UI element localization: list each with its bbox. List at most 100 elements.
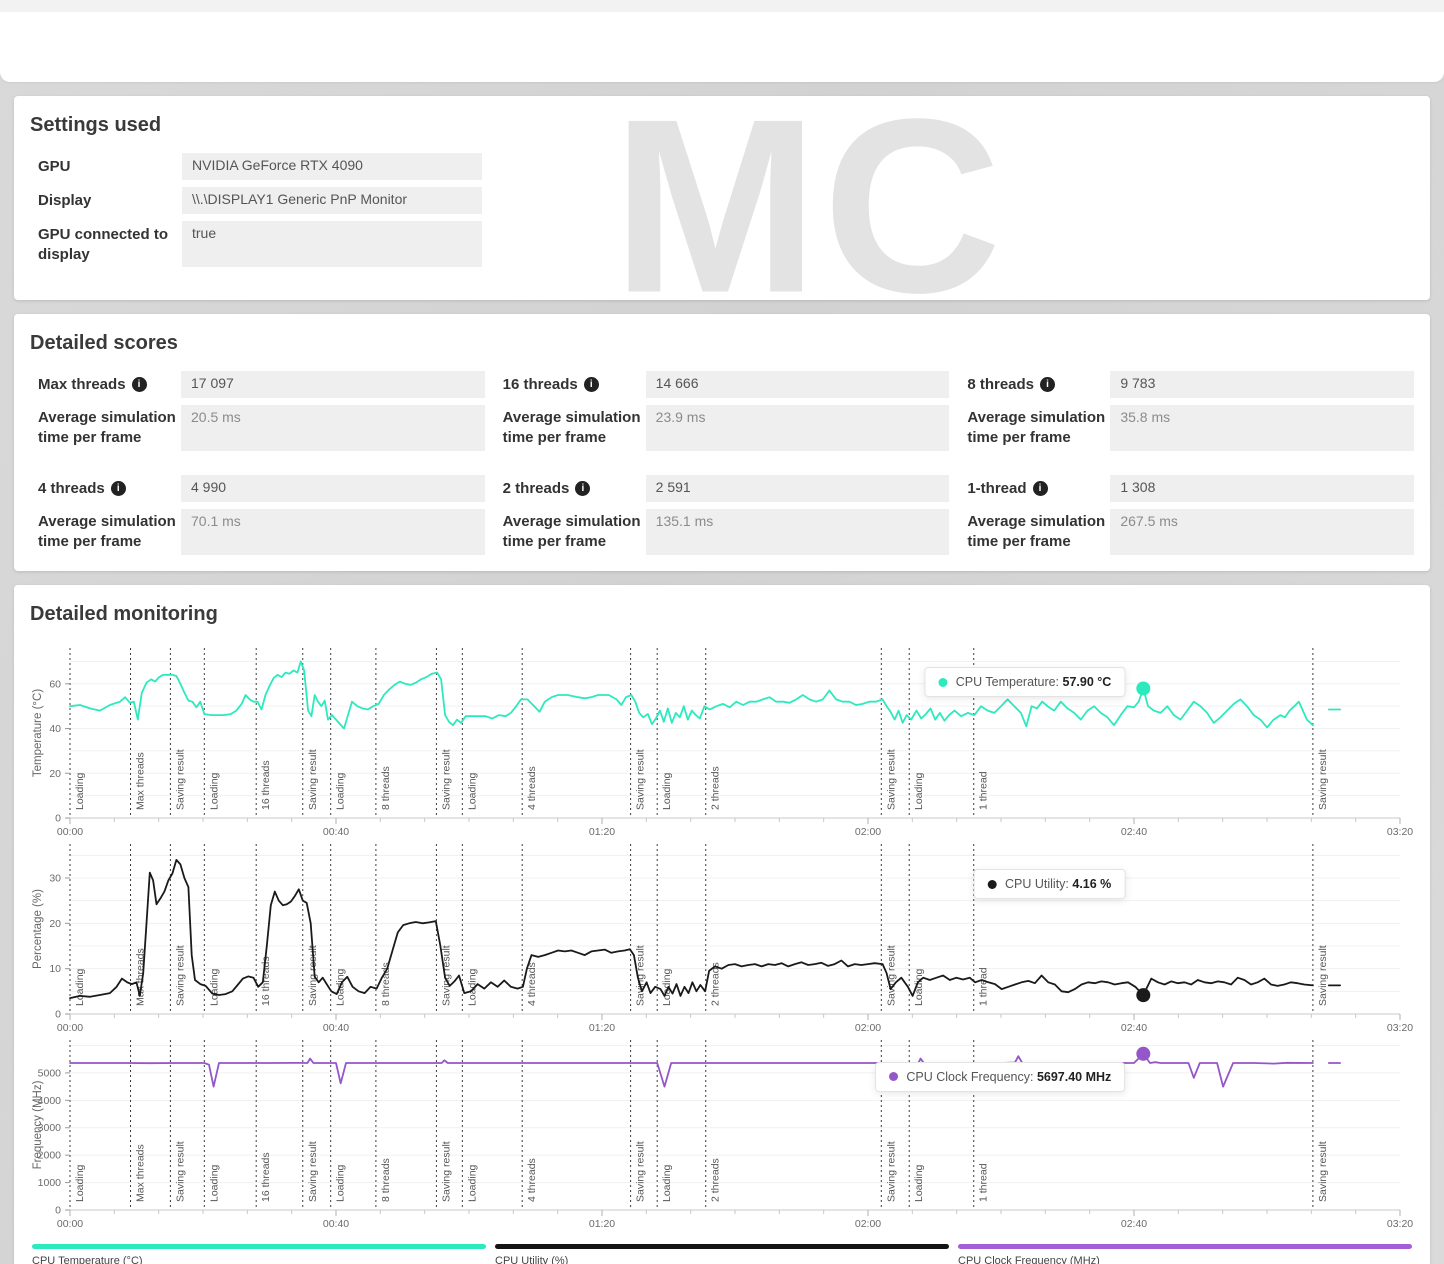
phase-label: 16 threads — [260, 760, 272, 810]
cpu-clock-frequency-plot[interactable]: Loading Max threads Saving result Loading 16… — [30, 1034, 1414, 1230]
score-group-8-threads: 8 threads 9 783 Average simulation time … — [967, 371, 1414, 451]
phase-label: Saving result — [307, 749, 319, 810]
y-tick-label: 0 — [55, 1009, 61, 1021]
phase-label: 2 threads — [710, 766, 722, 810]
phase-label: Saving result — [307, 945, 319, 1006]
hover-marker-dot — [1136, 1046, 1151, 1061]
hover-marker-dot — [1136, 681, 1151, 696]
phase-label: Saving result — [885, 749, 897, 810]
phase-label: Saving result — [440, 1141, 452, 1202]
phase-label: Loading — [913, 772, 925, 810]
phase-label: Loading — [74, 772, 86, 810]
phase-label: Loading — [335, 772, 347, 810]
y-tick-label: 3000 — [38, 1122, 62, 1134]
legend-item-cpu-utility: CPU Utility (%) — [495, 1244, 949, 1264]
cpu-utility-chart[interactable]: Loading Max threads Saving result Loading 16… — [30, 838, 1414, 1034]
score-label: 2 threads — [502, 480, 570, 497]
info-icon[interactable] — [1040, 377, 1056, 392]
gpu-value: NVIDIA GeForce RTX 4090 — [182, 153, 482, 180]
x-tick-label: 00:40 — [323, 1218, 349, 1230]
score-label: 1-thread — [967, 480, 1027, 497]
info-icon[interactable] — [583, 377, 599, 392]
chart-legend: CPU Temperature (°C) CPU Utility (%) CPU… — [30, 1244, 1414, 1264]
avg-time-value: 267.5 ms — [1110, 509, 1414, 555]
score-value: 4 990 — [181, 475, 485, 502]
phase-label: 4 threads — [526, 962, 538, 1006]
x-tick-label: 03:20 — [1387, 1218, 1413, 1230]
legend-item-cpu-clock-frequency: CPU Clock Frequency (MHz) — [958, 1244, 1412, 1264]
phase-label: Loading — [208, 968, 220, 1006]
avg-time-label: Average simulation time per frame — [502, 513, 641, 550]
legend-swatch-temperature — [32, 1244, 486, 1249]
info-icon[interactable] — [131, 377, 147, 392]
avg-time-value: 20.5 ms — [181, 405, 485, 451]
avg-time-label: Average simulation time per frame — [967, 409, 1106, 446]
benchmark-results-page: MC Settings used GPU NVIDIA GeForce RTX … — [0, 82, 1444, 1264]
avg-time-label: Average simulation time per frame — [967, 513, 1106, 550]
phase-label: Saving result — [440, 749, 452, 810]
phase-label: Saving result — [635, 749, 647, 810]
monitoring-title: Detailed monitoring — [30, 603, 218, 625]
x-tick-label: 02:00 — [855, 1022, 881, 1034]
cpu-temperature-series — [69, 660, 1314, 730]
y-tick-label: 0 — [55, 813, 61, 825]
cpu-utility-plot[interactable]: Loading Max threads Saving result Loading 16… — [30, 838, 1414, 1034]
info-icon[interactable] — [110, 481, 126, 496]
x-tick-label: 02:40 — [1121, 826, 1147, 838]
info-icon[interactable] — [1032, 481, 1048, 496]
settings-card: MC Settings used GPU NVIDIA GeForce RTX … — [14, 96, 1430, 300]
phase-label: 1 thread — [978, 967, 990, 1006]
score-value: 17 097 — [181, 371, 485, 398]
cpu-temperature-chart[interactable]: Loading Max threads Saving result Loading 16… — [30, 642, 1414, 838]
x-tick-label: 00:00 — [57, 826, 83, 838]
avg-time-label: Average simulation time per frame — [502, 409, 641, 446]
avg-time-value: 35.8 ms — [1110, 405, 1414, 451]
y-tick-label: 4000 — [38, 1095, 62, 1107]
phase-label: Max threads — [135, 1144, 147, 1202]
phase-label: 8 threads — [380, 766, 392, 810]
phase-label: 2 threads — [710, 1158, 722, 1202]
score-label: 16 threads — [502, 376, 578, 393]
info-icon[interactable] — [575, 481, 591, 496]
phase-label: Loading — [74, 1164, 86, 1202]
legend-label: CPU Clock Frequency (MHz) — [958, 1255, 1100, 1264]
phase-label: 8 threads — [380, 1158, 392, 1202]
x-tick-label: 03:20 — [1387, 1022, 1413, 1034]
score-group-16-threads: 16 threads 14 666 Average simulation tim… — [503, 371, 950, 451]
gpu-connected-label: GPU connected to display — [38, 226, 169, 263]
legend-swatch-frequency — [958, 1244, 1412, 1249]
x-tick-label: 00:40 — [323, 1022, 349, 1034]
phase-label: 4 threads — [526, 766, 538, 810]
avg-time-label: Average simulation time per frame — [38, 513, 176, 550]
phase-label: Saving result — [307, 1141, 319, 1202]
phase-label: Loading — [208, 772, 220, 810]
monitoring-card: Detailed monitoring Loading Max threads Sa… — [14, 585, 1430, 1264]
cpu-clock-frequency-chart[interactable]: Loading Max threads Saving result Loading 16… — [30, 1034, 1414, 1230]
settings-row-gpu: GPU NVIDIA GeForce RTX 4090 — [38, 153, 1414, 180]
y-tick-label: 10 — [49, 963, 61, 975]
tooltip-series-dot — [889, 1072, 899, 1082]
phase-label: Saving result — [1317, 945, 1329, 1006]
phase-label: Loading — [661, 1164, 673, 1202]
phase-label: Saving result — [1317, 1141, 1329, 1202]
tooltip-text: CPU Clock Frequency: 5697.40 MHz — [906, 1069, 1112, 1084]
cpu-temperature-plot[interactable]: Loading Max threads Saving result Loading 16… — [30, 642, 1414, 838]
phase-label: 4 threads — [526, 1158, 538, 1202]
phase-label: Saving result — [174, 1141, 186, 1202]
y-axis-title: Temperature (°C) — [32, 689, 44, 777]
tooltip-series-dot — [988, 879, 997, 889]
gpu-label: GPU — [38, 158, 71, 175]
x-tick-label: 00:00 — [57, 1022, 83, 1034]
phase-label: 8 threads — [380, 962, 392, 1006]
x-tick-label: 01:20 — [589, 826, 615, 838]
avg-time-value: 135.1 ms — [645, 509, 950, 555]
phase-label: 16 threads — [260, 1152, 272, 1202]
display-value: \\.\DISPLAY1 Generic PnP Monitor — [182, 187, 482, 214]
score-value: 2 591 — [645, 475, 950, 502]
phase-label: Saving result — [635, 1141, 647, 1202]
chart-tooltip: CPU Utility: 4.16 % — [974, 869, 1126, 900]
mc-watermark: MC — [612, 96, 1006, 300]
y-tick-label: 40 — [49, 723, 61, 735]
phase-label: Loading — [661, 968, 673, 1006]
phase-label: Loading — [74, 968, 86, 1006]
